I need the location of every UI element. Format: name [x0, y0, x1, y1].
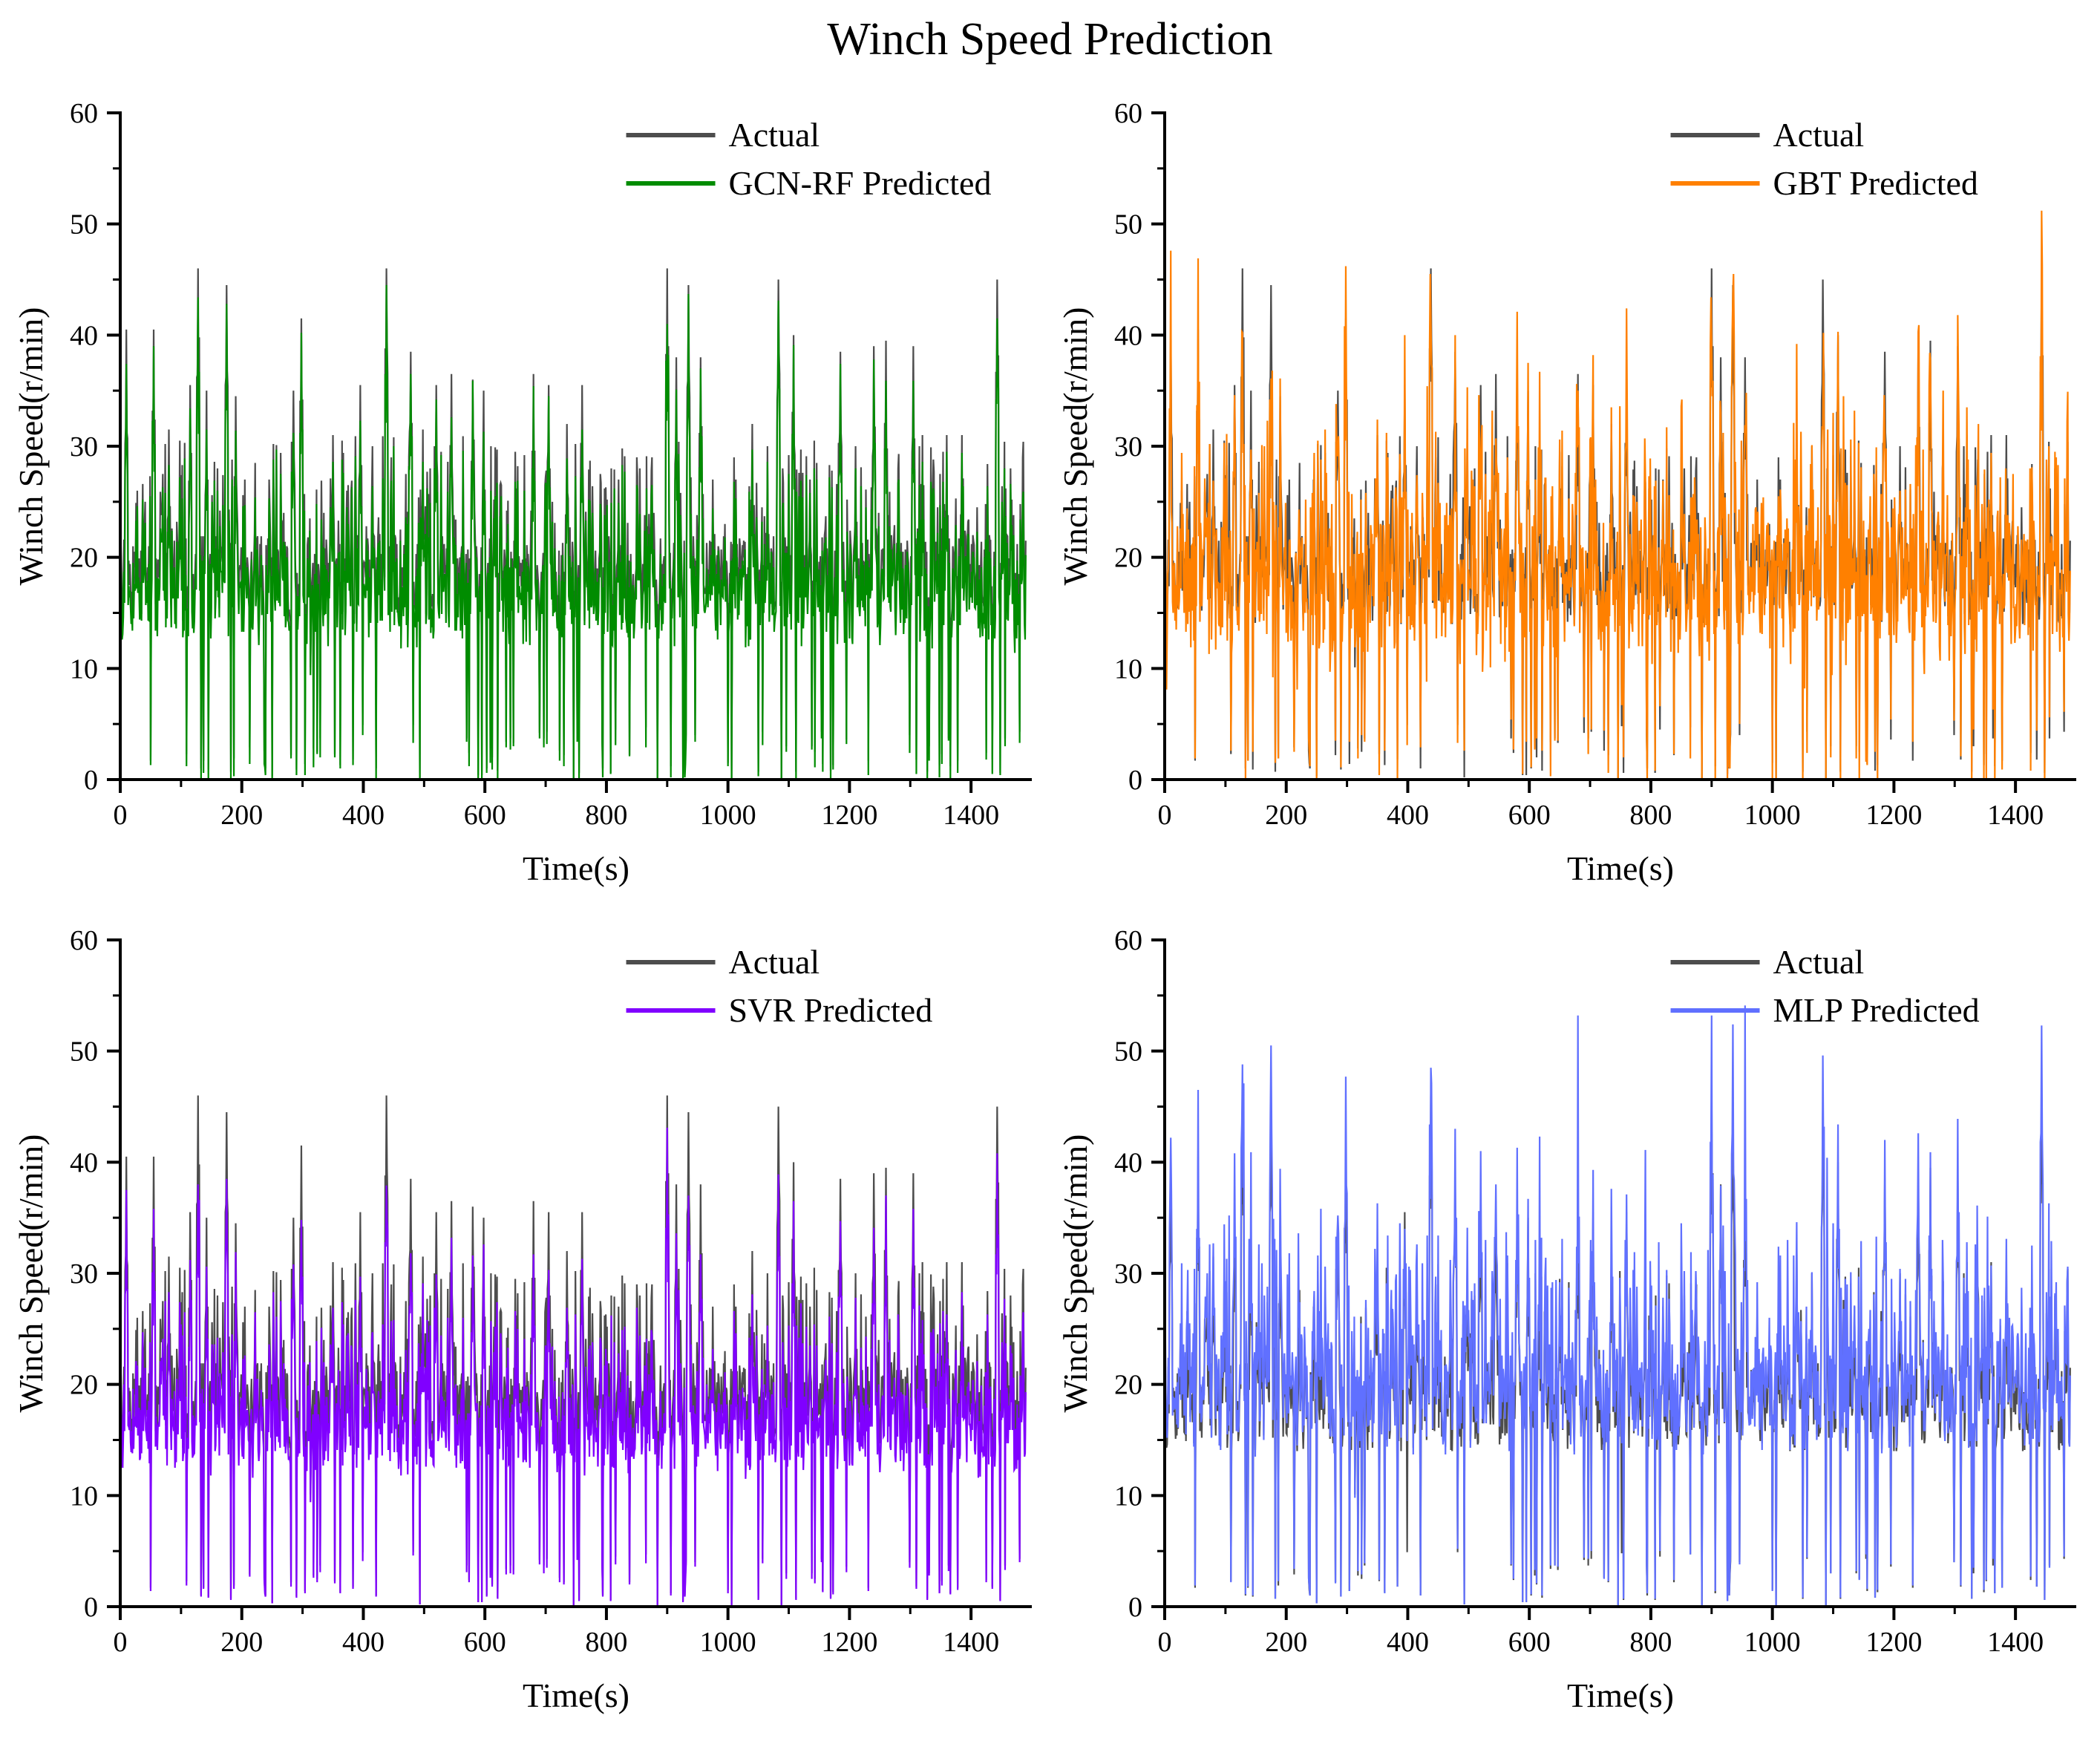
y-tick-label: 50: [70, 209, 98, 241]
x-axis-label: Time(s): [1567, 849, 1674, 887]
y-tick-label: 20: [70, 1370, 98, 1401]
x-tick-label: 200: [220, 800, 263, 831]
series-line-predicted: [1163, 210, 2071, 780]
legend-label: Actual: [1773, 116, 1865, 154]
y-tick-label: 50: [1114, 209, 1142, 241]
legend-label: Actual: [729, 116, 820, 154]
series-line-predicted: [119, 1127, 1027, 1607]
y-axis-label: Winch Speed(r/min): [1056, 1134, 1094, 1413]
x-tick-label: 600: [1508, 800, 1551, 831]
x-tick-label: 1400: [1987, 1627, 2044, 1658]
x-tick-label: 400: [1387, 800, 1429, 831]
series-line-predicted: [119, 284, 1027, 780]
y-tick-label: 30: [1114, 431, 1142, 463]
x-tick-label: 400: [342, 1627, 385, 1658]
y-tick-label: 60: [1114, 98, 1142, 129]
y-axis-label: Winch Speed(r/min): [1056, 307, 1094, 586]
legend-label: SVR Predicted: [729, 991, 933, 1029]
x-tick-label: 400: [1387, 1627, 1429, 1658]
x-tick-label: 1000: [1744, 1627, 1801, 1658]
y-tick-label: 0: [1128, 765, 1142, 796]
y-axis-label: Winch Speed(r/min): [12, 307, 50, 586]
x-tick-label: 200: [220, 1627, 263, 1658]
x-tick-label: 800: [1629, 1627, 1672, 1658]
x-tick-label: 0: [114, 1627, 128, 1658]
x-tick-label: 1400: [943, 1627, 999, 1658]
x-tick-label: 200: [1265, 1627, 1307, 1658]
y-tick-label: 50: [1114, 1036, 1142, 1068]
y-tick-label: 0: [84, 765, 98, 796]
y-tick-label: 60: [70, 98, 98, 129]
x-tick-label: 1000: [700, 1627, 756, 1658]
x-tick-label: 800: [585, 800, 627, 831]
y-tick-label: 30: [70, 431, 98, 463]
y-tick-label: 20: [1114, 1370, 1142, 1401]
x-tick-label: 0: [1158, 1627, 1172, 1658]
x-tick-label: 600: [464, 800, 506, 831]
x-tick-label: 1000: [700, 800, 756, 831]
legend-label: GBT Predicted: [1773, 164, 1978, 202]
legend-label: GCN-RF Predicted: [729, 164, 992, 202]
figure-title: Winch Speed Prediction: [827, 14, 1273, 65]
x-tick-label: 1200: [1865, 1627, 1922, 1658]
y-tick-label: 30: [1114, 1258, 1142, 1290]
x-tick-label: 1000: [1744, 800, 1801, 831]
x-tick-label: 400: [342, 800, 385, 831]
y-tick-label: 60: [1114, 925, 1142, 956]
y-tick-label: 10: [70, 1480, 98, 1512]
legend-label: MLP Predicted: [1773, 991, 1980, 1029]
series-line-predicted: [1163, 1005, 2071, 1607]
y-tick-label: 10: [1114, 653, 1142, 685]
x-tick-label: 1400: [943, 800, 999, 831]
y-tick-label: 0: [1128, 1592, 1142, 1623]
y-tick-label: 40: [70, 1147, 98, 1178]
x-tick-label: 0: [1158, 800, 1172, 831]
x-tick-label: 600: [1508, 1627, 1551, 1658]
y-tick-label: 20: [70, 543, 98, 574]
x-axis-label: Time(s): [523, 1676, 629, 1714]
x-tick-label: 1200: [821, 1627, 877, 1658]
x-tick-label: 800: [1629, 800, 1672, 831]
y-tick-label: 40: [1114, 1147, 1142, 1178]
x-tick-label: 1200: [821, 800, 877, 831]
y-tick-label: 10: [70, 653, 98, 685]
y-tick-label: 0: [84, 1592, 98, 1623]
x-tick-label: 0: [114, 800, 128, 831]
y-tick-label: 40: [1114, 320, 1142, 351]
y-tick-label: 60: [70, 925, 98, 956]
y-tick-label: 40: [70, 320, 98, 351]
x-tick-label: 800: [585, 1627, 627, 1658]
x-axis-label: Time(s): [523, 849, 629, 887]
x-tick-label: 600: [464, 1627, 506, 1658]
x-tick-label: 1200: [1865, 800, 1922, 831]
x-axis-label: Time(s): [1567, 1676, 1674, 1714]
y-tick-label: 10: [1114, 1480, 1142, 1512]
x-tick-label: 200: [1265, 800, 1307, 831]
x-tick-label: 1400: [1987, 800, 2044, 831]
legend-label: Actual: [1773, 943, 1865, 981]
y-tick-label: 30: [70, 1258, 98, 1290]
legend-label: Actual: [729, 943, 820, 981]
y-tick-label: 20: [1114, 543, 1142, 574]
y-tick-label: 50: [70, 1036, 98, 1068]
y-axis-label: Winch Speed(r/min): [12, 1134, 50, 1413]
